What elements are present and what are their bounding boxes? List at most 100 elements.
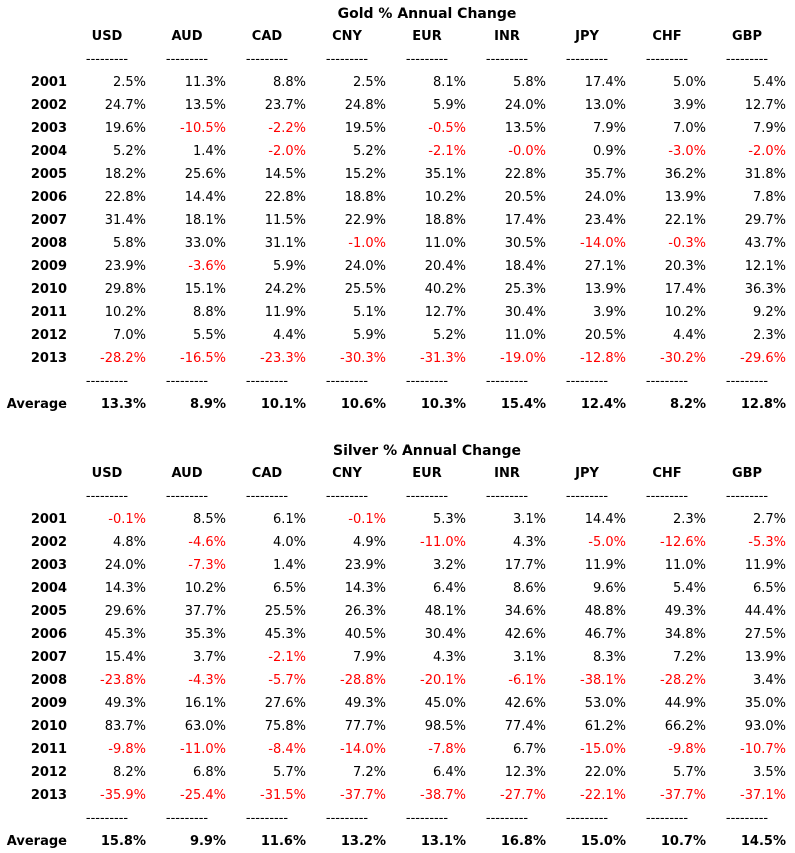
value-cell: 18.2% <box>104 167 146 182</box>
table-row: 2008 -23.8% -4.3% -5.7% -28.8% -20.1% -6.1% -38… <box>2 669 787 692</box>
value-cell: 3.5% <box>752 765 786 780</box>
value-cell: 5.8% <box>512 75 546 90</box>
value-cell: 7.0% <box>112 328 146 343</box>
value-cell: 11.9% <box>744 558 786 573</box>
column-header-cad: CAD <box>251 466 283 481</box>
value-cell: 9.2% <box>752 305 786 320</box>
value-cell: 75.8% <box>264 719 306 734</box>
average-value-cell: 10.3% <box>420 397 466 412</box>
dash-separator: --------- <box>405 52 449 67</box>
dash-separator: --------- <box>165 489 209 504</box>
dash-separator: --------- <box>645 489 689 504</box>
value-cell: -31.3% <box>420 351 466 366</box>
value-cell: -37.1% <box>740 788 786 803</box>
value-cell: 17.7% <box>504 558 546 573</box>
average-value-cell: 14.5% <box>740 834 786 849</box>
dash-separator: --------- <box>245 489 289 504</box>
column-header-gbp: GBP <box>731 466 763 481</box>
value-cell: 4.8% <box>112 535 146 550</box>
value-cell: 14.4% <box>584 512 626 527</box>
value-cell: 14.3% <box>344 581 386 596</box>
dash-separator: --------- <box>165 811 209 826</box>
value-cell: 83.7% <box>104 719 146 734</box>
year-label: 2004 <box>30 144 67 159</box>
value-cell: 14.5% <box>264 167 306 182</box>
average-value-cell: 10.7% <box>660 834 706 849</box>
value-cell: 7.9% <box>592 121 626 136</box>
value-cell: 13.9% <box>664 190 706 205</box>
value-cell: 5.8% <box>112 236 146 251</box>
column-header-cad: CAD <box>251 29 283 44</box>
dash-separator: --------- <box>485 52 529 67</box>
value-cell: -7.8% <box>428 742 466 757</box>
value-cell: 8.1% <box>432 75 466 90</box>
label-spacer <box>2 439 67 462</box>
value-cell: 6.4% <box>432 581 466 596</box>
table-row: 2003 19.6% -10.5% -2.2% 19.5% -0.5% 13.5% 7.9% 7… <box>2 117 787 140</box>
value-cell: 3.1% <box>512 512 546 527</box>
value-cell: 15.4% <box>104 650 146 665</box>
value-cell: -6.1% <box>508 673 546 688</box>
value-cell: -11.0% <box>180 742 226 757</box>
average-row: Average 15.8% 9.9% 11.6% 13.2% 13.1% 16.8% 15.0… <box>2 830 787 853</box>
dash-separator: --------- <box>245 811 289 826</box>
value-cell: 35.7% <box>584 167 626 182</box>
value-cell: 5.1% <box>352 305 386 320</box>
table-title: Silver % Annual Change <box>332 442 521 459</box>
value-cell: 5.9% <box>272 259 306 274</box>
value-cell: 36.3% <box>744 282 786 297</box>
value-cell: 0.9% <box>592 144 626 159</box>
value-cell: 11.3% <box>184 75 226 90</box>
year-label: 2009 <box>30 259 67 274</box>
separator-row: --------- --------- --------- --------- ----… <box>2 807 787 830</box>
value-cell: 2.5% <box>352 75 386 90</box>
value-cell: 11.0% <box>664 558 706 573</box>
value-cell: 63.0% <box>184 719 226 734</box>
average-value-cell: 12.8% <box>740 397 786 412</box>
average-label: Average <box>6 397 67 412</box>
value-cell: 37.7% <box>184 604 226 619</box>
value-cell: 11.0% <box>424 236 466 251</box>
value-cell: 4.0% <box>272 535 306 550</box>
value-cell: 4.4% <box>272 328 306 343</box>
value-cell: 24.0% <box>104 558 146 573</box>
value-cell: 15.1% <box>184 282 226 297</box>
value-cell: 27.5% <box>744 627 786 642</box>
value-cell: -9.8% <box>108 742 146 757</box>
value-cell: 10.2% <box>424 190 466 205</box>
value-cell: 25.5% <box>344 282 386 297</box>
value-cell: -38.7% <box>420 788 466 803</box>
value-cell: -5.0% <box>588 535 626 550</box>
value-cell: 8.8% <box>192 305 226 320</box>
table-row: 2006 45.3% 35.3% 45.3% 40.5% 30.4% 42.6% 46.7% 3… <box>2 623 787 646</box>
value-cell: -1.0% <box>348 236 386 251</box>
table-row: 2006 22.8% 14.4% 22.8% 18.8% 10.2% 20.5% 24.0% 1… <box>2 186 787 209</box>
value-cell: -0.1% <box>348 512 386 527</box>
value-cell: -30.3% <box>340 351 386 366</box>
value-cell: -2.1% <box>428 144 466 159</box>
year-label: 2011 <box>30 305 67 320</box>
table-row: 2005 29.6% 37.7% 25.5% 26.3% 48.1% 34.6% 48.8% 4… <box>2 600 787 623</box>
value-cell: 6.8% <box>192 765 226 780</box>
value-cell: -9.8% <box>668 742 706 757</box>
dash-separator: --------- <box>85 52 129 67</box>
average-value-cell: 8.9% <box>189 397 226 412</box>
value-cell: 22.8% <box>504 167 546 182</box>
value-cell: 20.4% <box>424 259 466 274</box>
table-row: 2008 5.8% 33.0% 31.1% -1.0% 11.0% 30.5% -14.0% -… <box>2 232 787 255</box>
value-cell: 2.5% <box>112 75 146 90</box>
dash-separator: --------- <box>245 374 289 389</box>
value-cell: 2.3% <box>672 512 706 527</box>
value-cell: 17.4% <box>584 75 626 90</box>
value-cell: 23.4% <box>584 213 626 228</box>
value-cell: 26.3% <box>344 604 386 619</box>
dash-separator: --------- <box>405 374 449 389</box>
value-cell: 22.8% <box>104 190 146 205</box>
dash-separator: --------- <box>165 374 209 389</box>
dash-separator: --------- <box>645 52 689 67</box>
table-row: 2009 49.3% 16.1% 27.6% 49.3% 45.0% 42.6% 53.0% 4… <box>2 692 787 715</box>
value-cell: 42.6% <box>504 696 546 711</box>
value-cell: -0.5% <box>428 121 466 136</box>
table-row: 2010 29.8% 15.1% 24.2% 25.5% 40.2% 25.3% 13.9% 1… <box>2 278 787 301</box>
value-cell: 35.1% <box>424 167 466 182</box>
